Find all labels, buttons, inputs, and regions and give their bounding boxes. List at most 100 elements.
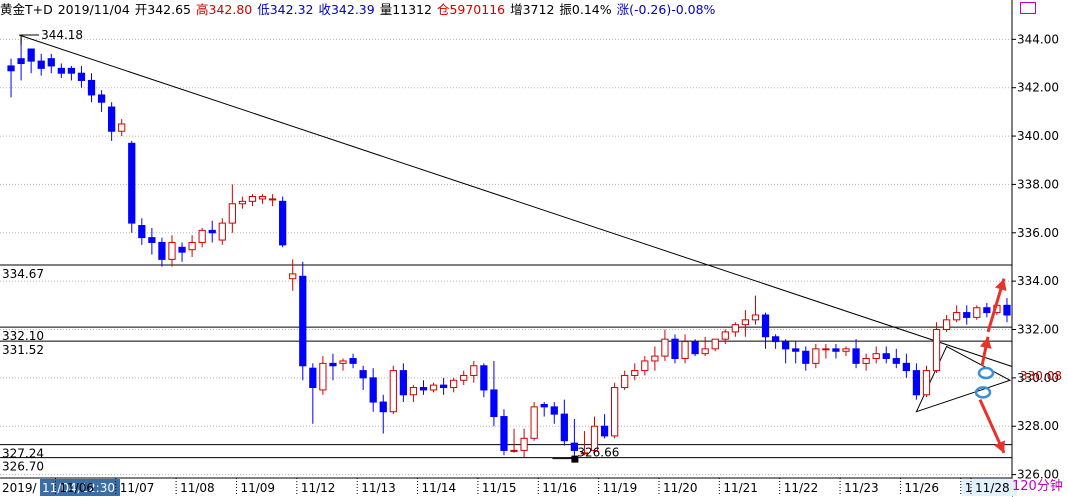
x-tick-label: 11/15: [482, 481, 517, 495]
candle-body: [268, 198, 277, 201]
indicator-toggle-box[interactable]: [1020, 2, 1036, 14]
candle-body: [258, 196, 267, 200]
breakout-ellipse-upper: [977, 366, 995, 380]
x-tick-label: 11/08: [180, 481, 215, 495]
y-tick-label: 328.00: [1017, 419, 1059, 433]
volume: 量11312: [379, 2, 432, 17]
x-tick-label: 11/28: [975, 481, 1010, 495]
x-tick-label: 2019/: [2, 481, 38, 495]
cursor-time-bg: [40, 479, 120, 496]
y-tick-label: 342.00: [1017, 81, 1059, 95]
candle-body: [77, 72, 86, 81]
candle-body: [651, 355, 659, 362]
x-tick-label: 11/14: [422, 481, 457, 495]
candle-body: [611, 387, 619, 437]
candle-body: [701, 348, 709, 355]
candle-body: [148, 237, 156, 243]
candle-body: [389, 370, 397, 413]
candle-body: [168, 241, 176, 260]
open-price: 开342.65: [134, 2, 192, 17]
level-label: 334.67: [2, 267, 44, 281]
candle-body: [942, 319, 951, 331]
high-marker: [20, 34, 40, 45]
candle-body: [872, 353, 880, 360]
candle-body: [470, 365, 478, 376]
y-tick-label: 344.00: [1017, 32, 1059, 46]
candle-body: [922, 370, 931, 396]
interest-increase: 增3712: [510, 2, 555, 17]
level-label: 331.52: [2, 343, 44, 357]
candle-body: [530, 406, 538, 439]
candle-body: [460, 374, 468, 381]
high-price: 高342.80: [196, 2, 253, 17]
candle-body: [761, 314, 770, 338]
x-tick-label: 11/16: [542, 481, 577, 495]
candle-body: [409, 387, 418, 396]
candle-body: [309, 367, 317, 389]
candle-body: [621, 374, 629, 389]
candle-body: [108, 106, 116, 132]
candle-body: [208, 229, 216, 234]
level-label: 326.70: [2, 460, 44, 474]
candle-body: [339, 360, 347, 364]
candle-body: [188, 241, 196, 251]
open-interest: 仓5970116: [436, 2, 506, 17]
y-tick-label: 340.00: [1017, 129, 1059, 143]
x-tick-label: 11/06: [59, 481, 94, 495]
candle-body: [500, 416, 508, 451]
candle-body: [158, 241, 166, 260]
candle-body: [641, 360, 649, 372]
candle-body: [711, 338, 719, 350]
candle-body: [822, 348, 830, 351]
x-axis-bar: [0, 478, 1012, 497]
y-tick-label: 332.00: [1017, 323, 1059, 337]
candle-body: [7, 65, 15, 72]
candle-body: [540, 403, 548, 408]
candle-body: [771, 336, 780, 343]
candle-body: [118, 123, 126, 132]
candle-body: [570, 442, 579, 451]
y-tick-label: 338.00: [1017, 177, 1059, 191]
trendline: [18, 34, 1013, 367]
x-tick-label: 11/23: [844, 481, 879, 495]
candle-body: [782, 341, 790, 350]
candle-body: [902, 362, 910, 372]
candle-body: [399, 370, 407, 396]
candle-body: [279, 200, 287, 246]
candle-body: [671, 338, 679, 360]
candle-body: [480, 365, 488, 391]
candle-body: [329, 362, 337, 367]
candle-body: [87, 79, 96, 96]
level-label: 327.24: [2, 447, 44, 461]
candle-body: [842, 348, 850, 352]
quote-date: 2019/11/04: [57, 2, 130, 17]
candle-body: [289, 273, 297, 280]
candle-body: [450, 379, 458, 389]
arrow-up-short-head: [979, 336, 992, 349]
candle-body: [57, 67, 65, 74]
current-price-label: 330.08: [1020, 369, 1062, 383]
breakout-ellipse-lower: [974, 386, 992, 399]
candle-body: [731, 324, 739, 333]
y-tick-label: 330.00: [1017, 371, 1059, 385]
candle-body: [97, 94, 106, 103]
candle-body: [299, 275, 307, 367]
candle-body: [248, 196, 257, 202]
low-marker-handle: [571, 455, 579, 463]
candle-body: [228, 203, 236, 224]
candle-body: [681, 341, 689, 360]
low-price: 低342.32: [257, 2, 314, 17]
x-tick-label: 11/07: [120, 481, 155, 495]
candle-body: [238, 200, 247, 205]
candle-body: [600, 425, 609, 437]
quote-header: 黄金T+D 2019/11/04 开342.65 高342.80 低342.32…: [0, 0, 1012, 20]
candle-body: [983, 307, 991, 314]
x-label-highlight: [972, 479, 1017, 496]
candle-body: [47, 58, 55, 67]
interval-label[interactable]: 120分钟: [1012, 479, 1063, 494]
candle-body: [862, 358, 870, 364]
candle-body: [319, 362, 327, 391]
candle-body: [721, 331, 729, 340]
x-tick-label: 11/20: [663, 481, 698, 495]
